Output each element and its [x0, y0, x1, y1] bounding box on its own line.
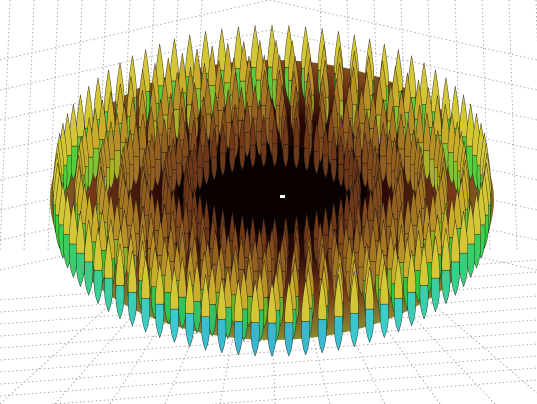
surface-lobe	[451, 262, 459, 296]
surface-lobe	[459, 253, 467, 287]
grid-line	[24, 0, 34, 250]
grid-line	[509, 0, 517, 250]
surface-lobe	[76, 253, 84, 287]
surface-peak	[201, 31, 209, 73]
surface-lobe	[170, 309, 178, 343]
surface-lobe	[251, 323, 259, 357]
grid-line	[0, 380, 537, 404]
surface-peak	[193, 49, 201, 89]
surface-lobe	[116, 286, 124, 320]
surface-lobe	[365, 309, 373, 343]
grid-line	[0, 0, 10, 250]
surface-lobe	[301, 321, 309, 355]
surface-lobe	[285, 323, 293, 357]
grid-line	[270, 0, 537, 60]
surface-lobe	[84, 262, 92, 296]
surface-lobe	[104, 278, 112, 312]
surface-lobe	[234, 321, 242, 355]
surface	[50, 25, 494, 357]
surface-peak	[208, 46, 216, 86]
surface-lobe	[442, 270, 450, 304]
surface-lobe	[141, 299, 149, 333]
surface-lobe	[407, 292, 415, 326]
grid-line	[0, 356, 537, 396]
surface-lobe	[350, 313, 358, 347]
surface-lobe	[185, 313, 193, 347]
chart	[0, 0, 537, 404]
surface-lobe	[431, 278, 439, 312]
surface-lobe	[201, 317, 209, 351]
surface-peak	[224, 43, 232, 83]
surface-center	[280, 195, 285, 198]
surface-lobe	[334, 317, 342, 351]
surface-peak	[459, 95, 467, 137]
surface-lobe	[380, 304, 388, 338]
grid-line	[0, 0, 270, 60]
surface-lobe	[94, 270, 102, 304]
surface-lobe	[218, 319, 226, 353]
surface-lobe	[394, 299, 402, 333]
surface-peak	[185, 35, 193, 77]
surface-lobe	[128, 292, 136, 326]
surface-lobe	[268, 323, 276, 357]
page: {"chart_data": {"type": "surface", "grid…	[0, 0, 537, 404]
grid-line	[0, 344, 537, 384]
surface-lobe	[420, 286, 428, 320]
